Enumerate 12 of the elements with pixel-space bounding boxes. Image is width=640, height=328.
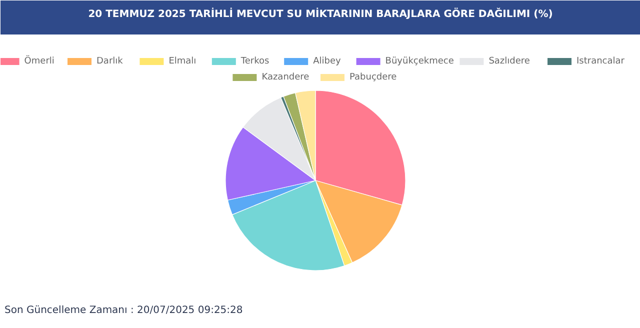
chart-title: 20 TEMMUZ 2025 TARİHLİ MEVCUT SU MİKTARININ BARAJLARA GÖRE DAĞILIMI (%)	[88, 7, 553, 20]
legend-label: Alibey	[313, 56, 342, 66]
legend-label: Darlık	[96, 56, 124, 66]
legend-label: Kazandere	[262, 72, 310, 82]
legend-label: Pabuçdere	[350, 72, 398, 82]
legend-label: Sazlıdere	[488, 56, 530, 66]
legend-label: Büyükçekmece	[385, 56, 454, 66]
text: Son Güncelleme Zamanı : 20/07/2025 09:25:28	[4, 305, 243, 316]
legend-label: Terkos	[240, 56, 270, 66]
legend-label: Istrancalar	[576, 56, 625, 66]
legend-label: Elmalı	[168, 56, 196, 66]
legend-label: Ömerli	[24, 54, 54, 66]
